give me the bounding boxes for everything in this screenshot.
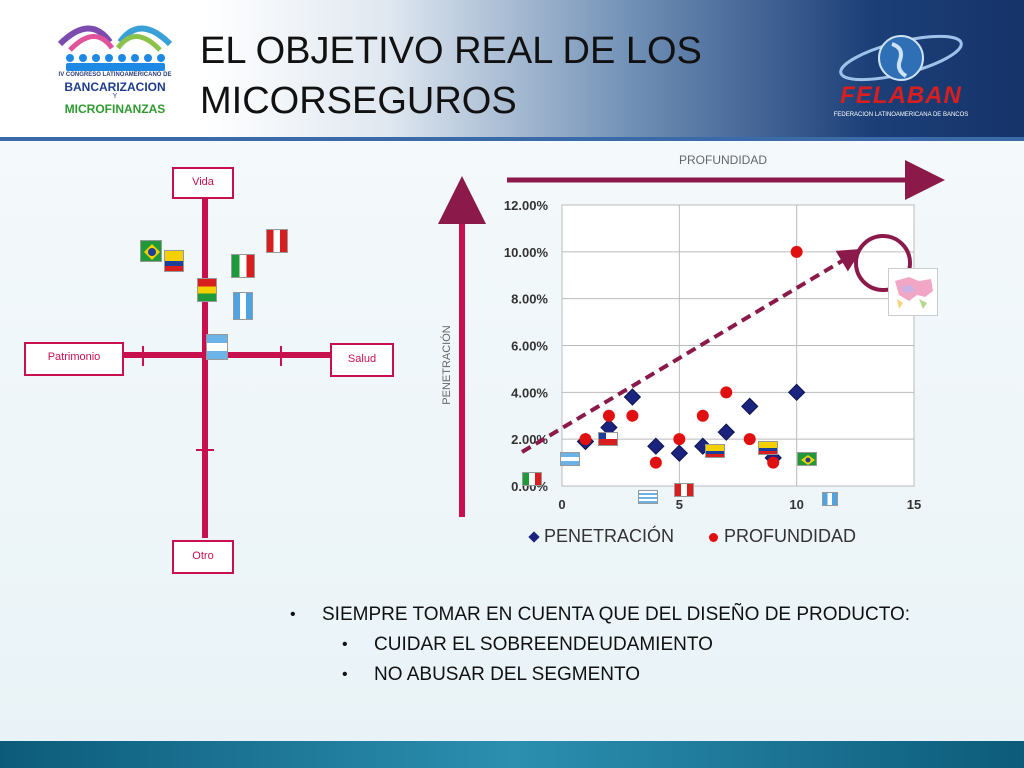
profundidad-point (696, 409, 709, 422)
flag-mexico-small-icon (522, 472, 542, 486)
quadrant-label-patrimonio: Patrimonio (24, 342, 124, 376)
penetracion-point (787, 383, 806, 402)
profundidad-point (767, 456, 780, 469)
profundidad-point (626, 409, 639, 422)
bullet-sub-2-text: NO ABUSAR DEL SEGMENTO (374, 664, 641, 685)
felaban-logo: FELABAN FEDERACION LATINOAMERICANA DE BA… (826, 30, 976, 130)
trend-arrow (520, 248, 863, 454)
quadrant-label-otro: Otro (172, 540, 234, 574)
legend-item-penetracion: PENETRACIÓN (544, 526, 675, 546)
bullet-sub-1: • CUIDAR EL SOBREENDEUDAMIENTO (290, 630, 1010, 660)
legend-diamond-icon (528, 531, 540, 543)
flag-peru-small-icon (674, 483, 694, 497)
profundidad-arrow-label: PROFUNDIDAD (679, 153, 767, 167)
felaban-brand: FELABAN (840, 82, 962, 109)
y-tick-label: 12.00% (504, 198, 549, 213)
bullet-sub-2: • NO ABUSAR DEL SEGMENTO (290, 660, 1010, 690)
flag-brazil-icon (140, 240, 162, 262)
flag-colombia-small-icon (758, 441, 778, 455)
legend-circle-icon (709, 532, 719, 542)
bullet-main: • SIEMPRE TOMAR EN CUENTA QUE DEL DISEÑO… (290, 600, 1010, 630)
profundidad-point (649, 456, 662, 469)
y-tick-label: 6.00% (511, 339, 548, 354)
profundidad-point (602, 409, 615, 422)
bullet-list: • SIEMPRE TOMAR EN CUENTA QUE DEL DISEÑO… (290, 600, 1010, 690)
flag-chile-icon (598, 432, 618, 446)
penetracion-point (647, 437, 665, 455)
flag-ecuador-icon (705, 444, 725, 458)
flag-argentina-icon (206, 334, 228, 360)
flag-bolivia-icon (197, 278, 217, 302)
asia-map-icon (888, 268, 938, 316)
flag-guatemala-small-icon (822, 492, 838, 506)
flag-argentina-small-icon (560, 452, 580, 466)
legend-item-profundidad: PROFUNDIDAD (724, 526, 857, 546)
y-axis-label: PENETRACIÓN (440, 325, 453, 405)
x-tick-label: 5 (676, 497, 683, 512)
title-line-1: EL OBJETIVO REAL DE LOS (200, 30, 702, 72)
bullet-icon: • (342, 636, 348, 653)
penetracion-point (623, 388, 642, 406)
bullet-sub-1-text: CUIDAR EL SOBREENDEUDAMIENTO (374, 634, 713, 655)
globe-icon (839, 34, 963, 82)
x-tick-label: 0 (558, 497, 565, 512)
x-tick-label: 15 (907, 497, 921, 512)
slide-title: EL OBJETIVO REAL DE LOS MICORSEGUROS (200, 26, 720, 126)
profundidad-point (790, 245, 803, 258)
profundidad-point (579, 433, 592, 446)
bullet-icon: • (290, 606, 296, 623)
target-circle (854, 234, 912, 292)
y-tick-label: 10.00% (504, 245, 549, 260)
flag-brazil-small-icon (797, 452, 817, 466)
flag-uruguay-icon (638, 490, 658, 504)
y-tick-label: 8.00% (511, 292, 548, 307)
penetracion-point (741, 397, 759, 416)
profundidad-point (720, 386, 733, 399)
flag-mexico-icon (231, 254, 255, 278)
bullet-icon: • (342, 666, 348, 683)
header-divider (0, 137, 1024, 141)
quadrant-label-vida: Vida (172, 167, 234, 199)
flag-guatemala-icon (233, 292, 253, 320)
congress-text: IV CONGRESO LATINOAMERICANO DE (58, 72, 172, 78)
data-points (576, 245, 806, 469)
chart-legend: PENETRACIÓN PROFUNDIDAD (528, 526, 857, 547)
logo-line-y: Y (112, 93, 118, 100)
x-tick-labels: 0 5 10 15 (558, 497, 921, 512)
felaban-subtitle: FEDERACION LATINOAMERICANA DE BANCOS (833, 112, 969, 118)
logo-line-bancarizacion: BANCARIZACION (64, 80, 166, 94)
x-tick-label: 10 (789, 497, 803, 512)
bullet-main-text: SIEMPRE TOMAR EN CUENTA QUE DEL DISEÑO D… (322, 604, 911, 625)
penetracion-point (670, 444, 689, 462)
flag-colombia-icon (164, 250, 184, 272)
slide-header (0, 0, 1024, 140)
slide-footer (0, 741, 1024, 768)
logo-line-microfinanzas: MICROFINANZAS (64, 102, 166, 116)
people-icon (57, 25, 173, 71)
profundidad-point (743, 433, 756, 446)
congress-logo: IV CONGRESO LATINOAMERICANO DE BANCARIZA… (50, 14, 180, 132)
title-line-2: MICORSEGUROS (200, 80, 517, 122)
quadrant-label-salud: Salud (330, 343, 394, 377)
penetracion-point (717, 423, 735, 441)
y-tick-label: 4.00% (511, 385, 548, 400)
flag-peru-icon (266, 229, 288, 253)
profundidad-point (673, 433, 686, 446)
